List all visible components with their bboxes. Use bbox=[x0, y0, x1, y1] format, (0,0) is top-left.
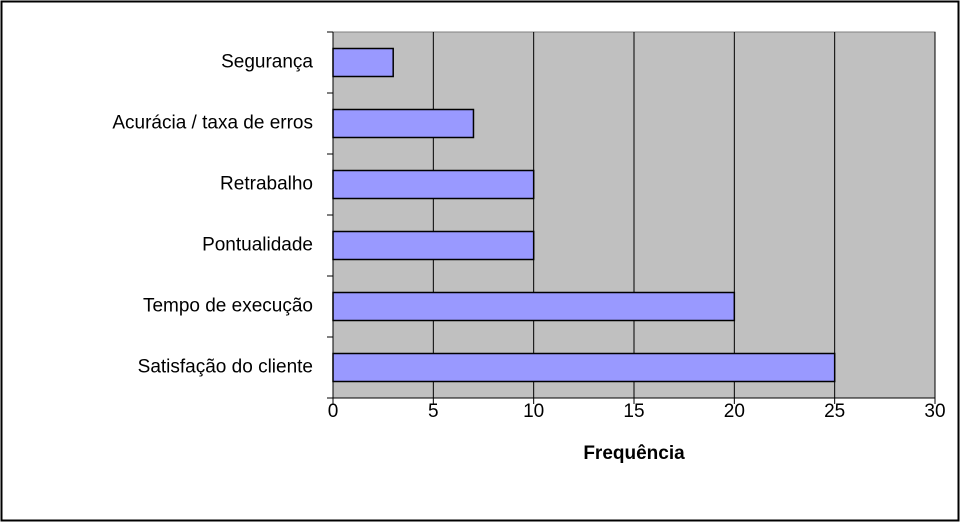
bar bbox=[332, 291, 736, 322]
bar bbox=[332, 47, 394, 78]
x-tick-label: 10 bbox=[523, 401, 544, 422]
y-tick-label: Pontualidade bbox=[202, 235, 313, 256]
y-tick-label: Retrabalho bbox=[220, 174, 313, 195]
y-tick-label: Satisfação do cliente bbox=[138, 357, 313, 378]
bar bbox=[332, 108, 475, 139]
y-tick-label: Acurácia / taxa de erros bbox=[112, 113, 313, 134]
x-tick-label: 30 bbox=[924, 401, 945, 422]
x-tick-label: 25 bbox=[824, 401, 845, 422]
x-tick-label: 20 bbox=[724, 401, 745, 422]
x-tick-label: 0 bbox=[328, 401, 339, 422]
bar bbox=[332, 352, 836, 383]
x-axis-title: Frequência bbox=[583, 443, 685, 464]
x-tick-label: 15 bbox=[623, 401, 644, 422]
bar bbox=[332, 169, 535, 200]
x-tick-label: 5 bbox=[428, 401, 439, 422]
y-tick-label: Tempo de execução bbox=[143, 296, 313, 317]
y-tick-label: Segurança bbox=[221, 52, 313, 73]
bar bbox=[332, 230, 535, 261]
